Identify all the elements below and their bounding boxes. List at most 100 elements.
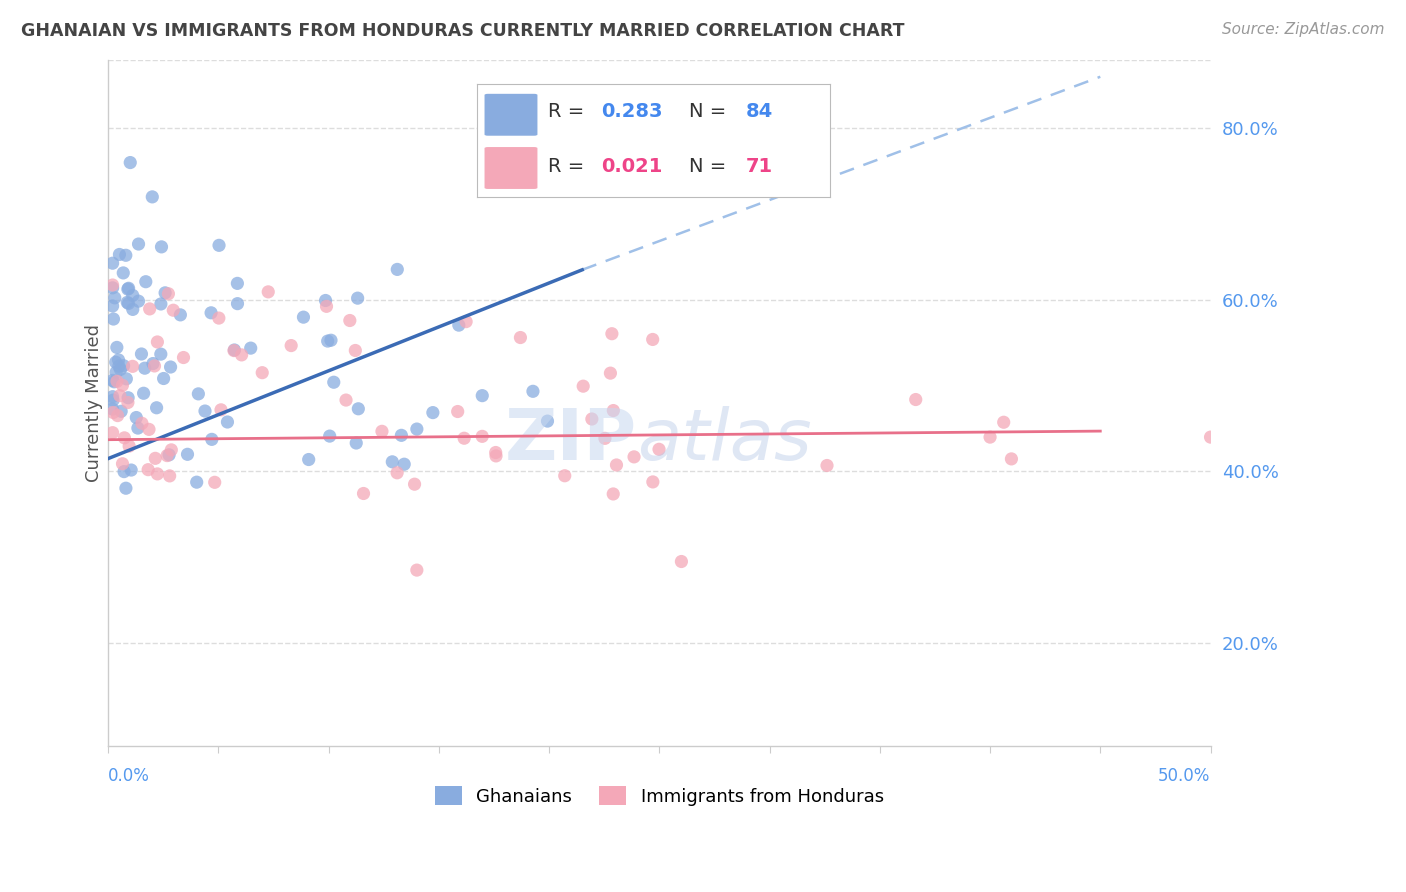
Point [112,266,135,280]
Point [101,390,124,404]
Point [103,312,125,326]
Point [104,355,127,369]
Point [125,410,148,425]
Point [322,376,344,390]
Point [599,366,621,380]
Point [319,333,342,347]
Point [111,378,134,392]
Point [117,295,139,310]
Point [150,240,173,254]
Point [257,285,280,299]
Point [404,477,426,491]
Point [346,291,368,305]
Point [222,343,245,358]
Point [157,448,180,462]
Point [104,291,127,305]
Point [509,330,531,344]
Point [339,313,361,327]
Point [671,555,693,569]
Point [152,371,174,385]
Point [111,457,134,471]
Point [405,563,427,577]
Point [121,288,143,302]
Point [200,306,222,320]
Point [115,372,138,386]
Point [485,449,508,463]
Point [641,333,664,347]
Point [101,425,124,440]
Point [648,442,671,457]
Point [149,347,172,361]
Point [226,277,249,291]
Point [142,357,165,371]
Point [143,359,166,373]
Point [127,421,149,435]
Point [101,278,124,293]
Point [134,361,156,376]
Point [224,343,246,357]
Point [117,281,139,295]
Point [581,412,603,426]
Point [176,447,198,461]
Point [101,405,124,419]
Point [146,467,169,481]
Point [389,428,412,442]
Point [107,409,129,423]
Point [107,353,129,368]
Point [344,343,367,358]
Text: 50.0%: 50.0% [1159,767,1211,786]
Point [371,425,394,439]
Point [117,282,139,296]
Point [135,275,157,289]
Point [572,379,595,393]
Text: GHANAIAN VS IMMIGRANTS FROM HONDURAS CURRENTLY MARRIED CORRELATION CHART: GHANAIAN VS IMMIGRANTS FROM HONDURAS CUR… [21,22,904,40]
Point [173,351,195,365]
Point [239,341,262,355]
Point [485,445,508,459]
Point [145,401,167,415]
Point [904,392,927,407]
Point [226,296,249,310]
Text: atlas: atlas [637,406,811,475]
Point [118,439,141,453]
Point [1199,430,1222,444]
Point [344,436,367,450]
Point [138,301,160,316]
Point [186,475,208,490]
Y-axis label: Currently Married: Currently Married [86,324,103,482]
Point [146,334,169,349]
Point [318,429,340,443]
Point [117,296,139,310]
Point [405,422,427,436]
Point [315,293,337,308]
Point [353,486,375,500]
Point [121,359,143,374]
Point [159,359,181,374]
Text: ZIP: ZIP [505,406,637,475]
Point [593,431,616,445]
Point [112,465,135,479]
Point [101,373,124,387]
Point [292,310,315,325]
Point [315,299,337,313]
Point [136,463,159,477]
Point [117,395,139,409]
Point [347,401,370,416]
Point [128,237,150,252]
Point [194,404,217,418]
Point [108,247,131,261]
Point [456,315,478,329]
Point [156,449,179,463]
Point [979,430,1001,444]
Point [110,362,132,376]
Point [131,347,153,361]
Point [204,475,226,490]
Point [993,415,1015,429]
Point [121,302,143,317]
Point [127,294,149,309]
Point [217,415,239,429]
Point [110,404,132,418]
Point [131,417,153,431]
Point [641,475,664,489]
Point [101,281,124,295]
